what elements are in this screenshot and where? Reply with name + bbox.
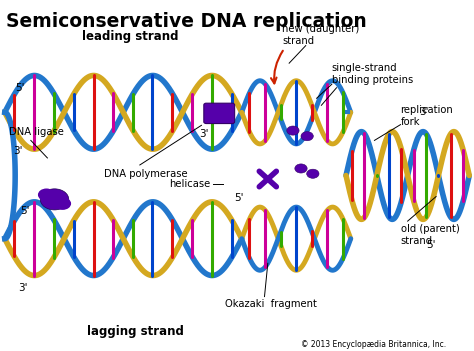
Circle shape	[40, 189, 69, 210]
Text: helicase: helicase	[169, 179, 210, 189]
Circle shape	[54, 197, 71, 210]
Text: new (daughter)
strand: new (daughter) strand	[282, 24, 359, 46]
Circle shape	[38, 188, 55, 201]
Text: replication
fork: replication fork	[401, 105, 453, 127]
Circle shape	[307, 169, 319, 178]
Text: 5': 5'	[20, 206, 30, 216]
Circle shape	[295, 164, 307, 173]
Text: © 2013 Encyclopædia Britannica, Inc.: © 2013 Encyclopædia Britannica, Inc.	[301, 340, 446, 349]
Circle shape	[301, 132, 313, 141]
Text: Semiconservative DNA replication: Semiconservative DNA replication	[6, 12, 367, 31]
Text: 3': 3'	[419, 107, 429, 117]
Text: 5': 5'	[235, 193, 244, 203]
Text: leading strand: leading strand	[82, 30, 179, 44]
Text: 3': 3'	[18, 283, 27, 293]
Text: DNA polymerase: DNA polymerase	[104, 169, 188, 179]
Text: old (parent)
strand: old (parent) strand	[401, 224, 459, 246]
Text: lagging strand: lagging strand	[87, 325, 183, 338]
Text: 3': 3'	[13, 146, 23, 156]
FancyBboxPatch shape	[204, 103, 235, 124]
Text: single-strand
binding proteins: single-strand binding proteins	[332, 63, 413, 85]
Text: DNA ligase: DNA ligase	[9, 127, 64, 137]
Circle shape	[287, 126, 299, 135]
Text: 5': 5'	[15, 83, 25, 93]
Text: 5': 5'	[427, 240, 436, 250]
Text: Okazaki  fragment: Okazaki fragment	[225, 299, 317, 309]
Text: 3': 3'	[199, 129, 209, 139]
